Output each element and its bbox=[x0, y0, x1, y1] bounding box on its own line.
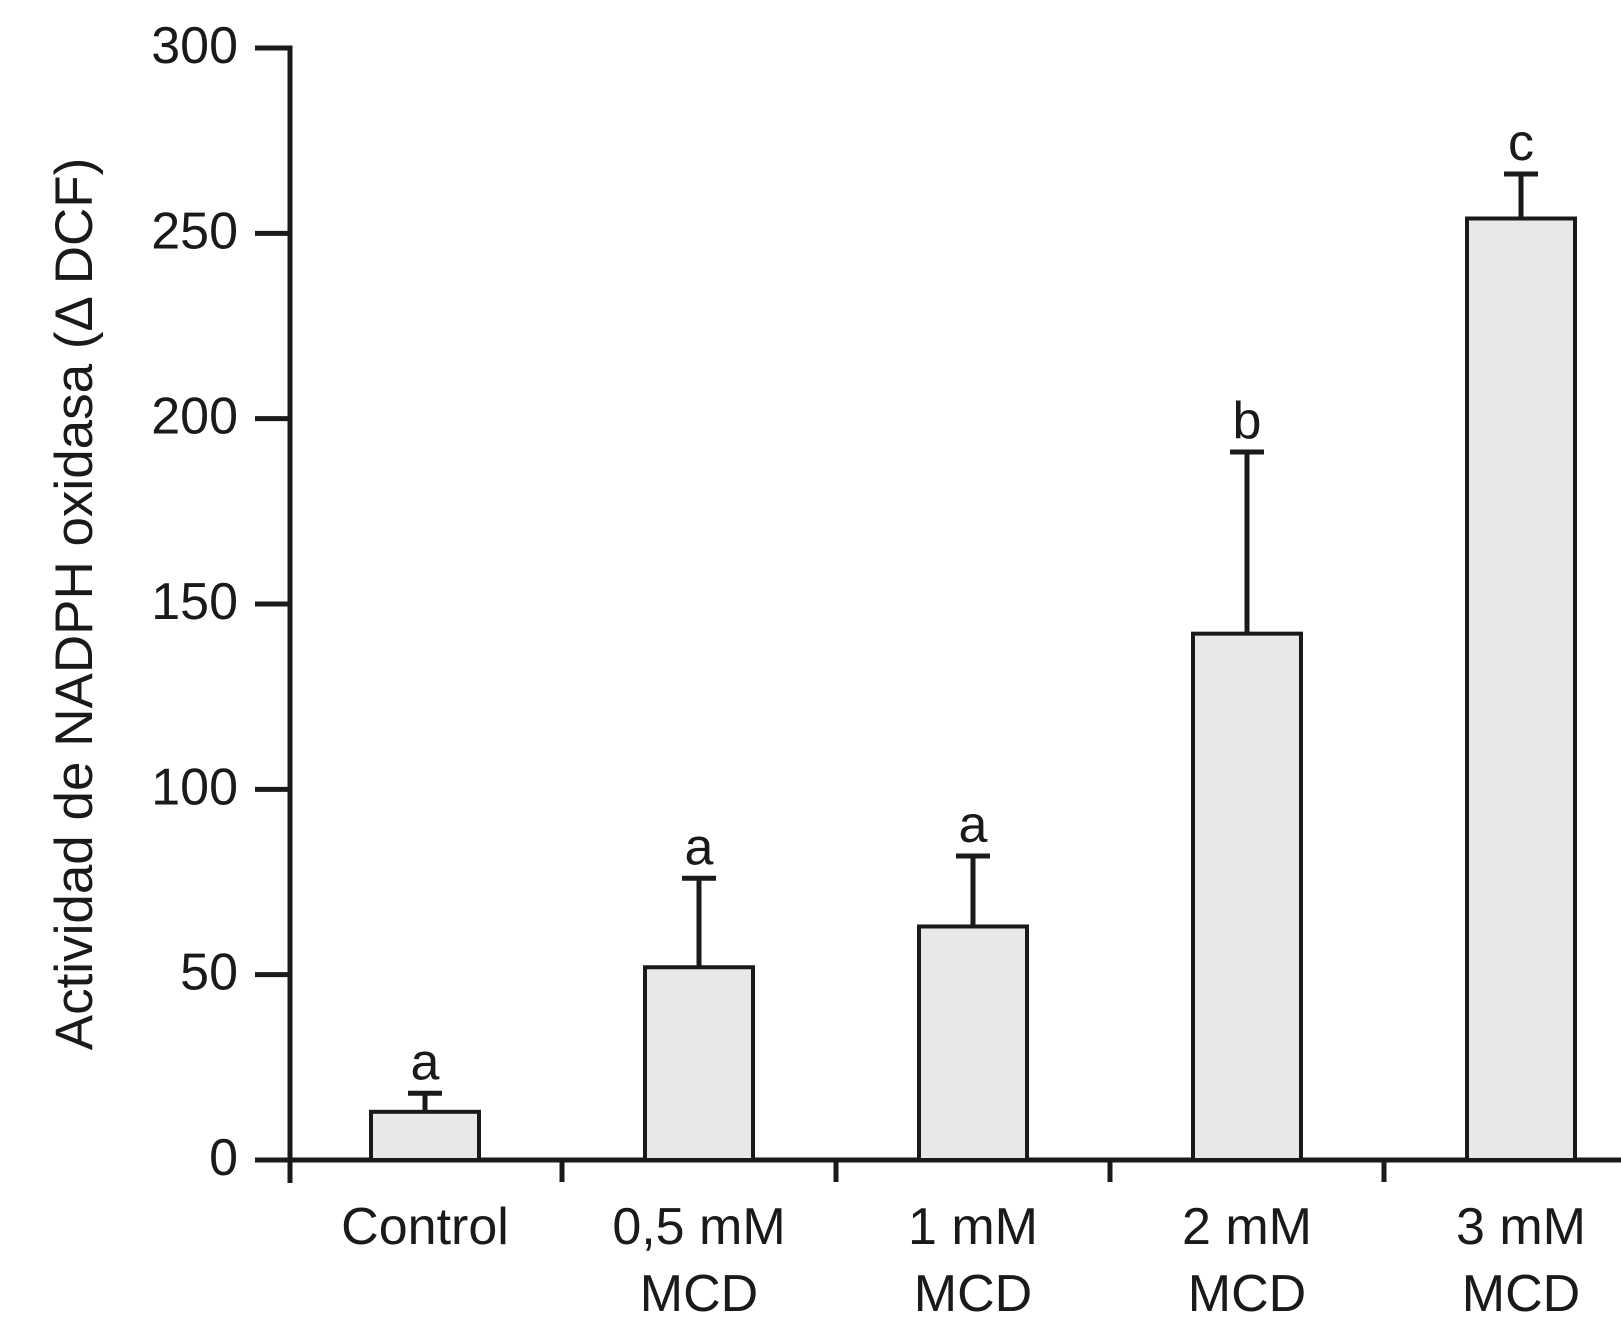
y-tick-label: 50 bbox=[180, 944, 238, 1002]
bar bbox=[1465, 216, 1577, 1163]
bar bbox=[369, 1109, 481, 1163]
x-category-label: MCD bbox=[640, 1265, 758, 1323]
y-tick-label: 150 bbox=[151, 573, 238, 631]
y-tick-label: 250 bbox=[151, 202, 238, 260]
x-category-label: MCD bbox=[914, 1265, 1032, 1323]
sig-letter: a bbox=[685, 818, 714, 876]
bar bbox=[643, 965, 755, 1163]
bar bbox=[1191, 631, 1303, 1162]
x-category-label: 1 mM bbox=[908, 1198, 1038, 1256]
x-category-label: 3 mM bbox=[1456, 1198, 1586, 1256]
x-category-label: MCD bbox=[1462, 1265, 1580, 1323]
y-tick-label: 200 bbox=[151, 388, 238, 446]
y-tick-label: 100 bbox=[151, 758, 238, 816]
nadph-oxidase-bar-chart-figure: 0 50 100 150 200 250 300 a Control a 0,5 mM MCD a 1 m… bbox=[40, 16, 1621, 1328]
sig-letter: b bbox=[1233, 392, 1262, 450]
y-tick-label: 0 bbox=[209, 1129, 238, 1187]
y-tick-label: 300 bbox=[151, 17, 238, 75]
sig-letter: a bbox=[959, 796, 988, 854]
chart-background bbox=[40, 16, 1621, 1328]
sig-letter: c bbox=[1508, 114, 1534, 172]
y-axis-title: Actividad de NADPH oxidasa (Δ DCF) bbox=[45, 158, 104, 1051]
x-category-label: 0,5 mM bbox=[612, 1198, 785, 1256]
bar-chart: 0 50 100 150 200 250 300 a Control a 0,5 mM MCD a 1 m… bbox=[40, 16, 1621, 1328]
x-category-label: 2 mM bbox=[1182, 1198, 1312, 1256]
x-category-label: Control bbox=[341, 1198, 509, 1256]
sig-letter: a bbox=[411, 1033, 440, 1091]
x-category-label: MCD bbox=[1188, 1265, 1306, 1323]
bar bbox=[917, 924, 1029, 1162]
